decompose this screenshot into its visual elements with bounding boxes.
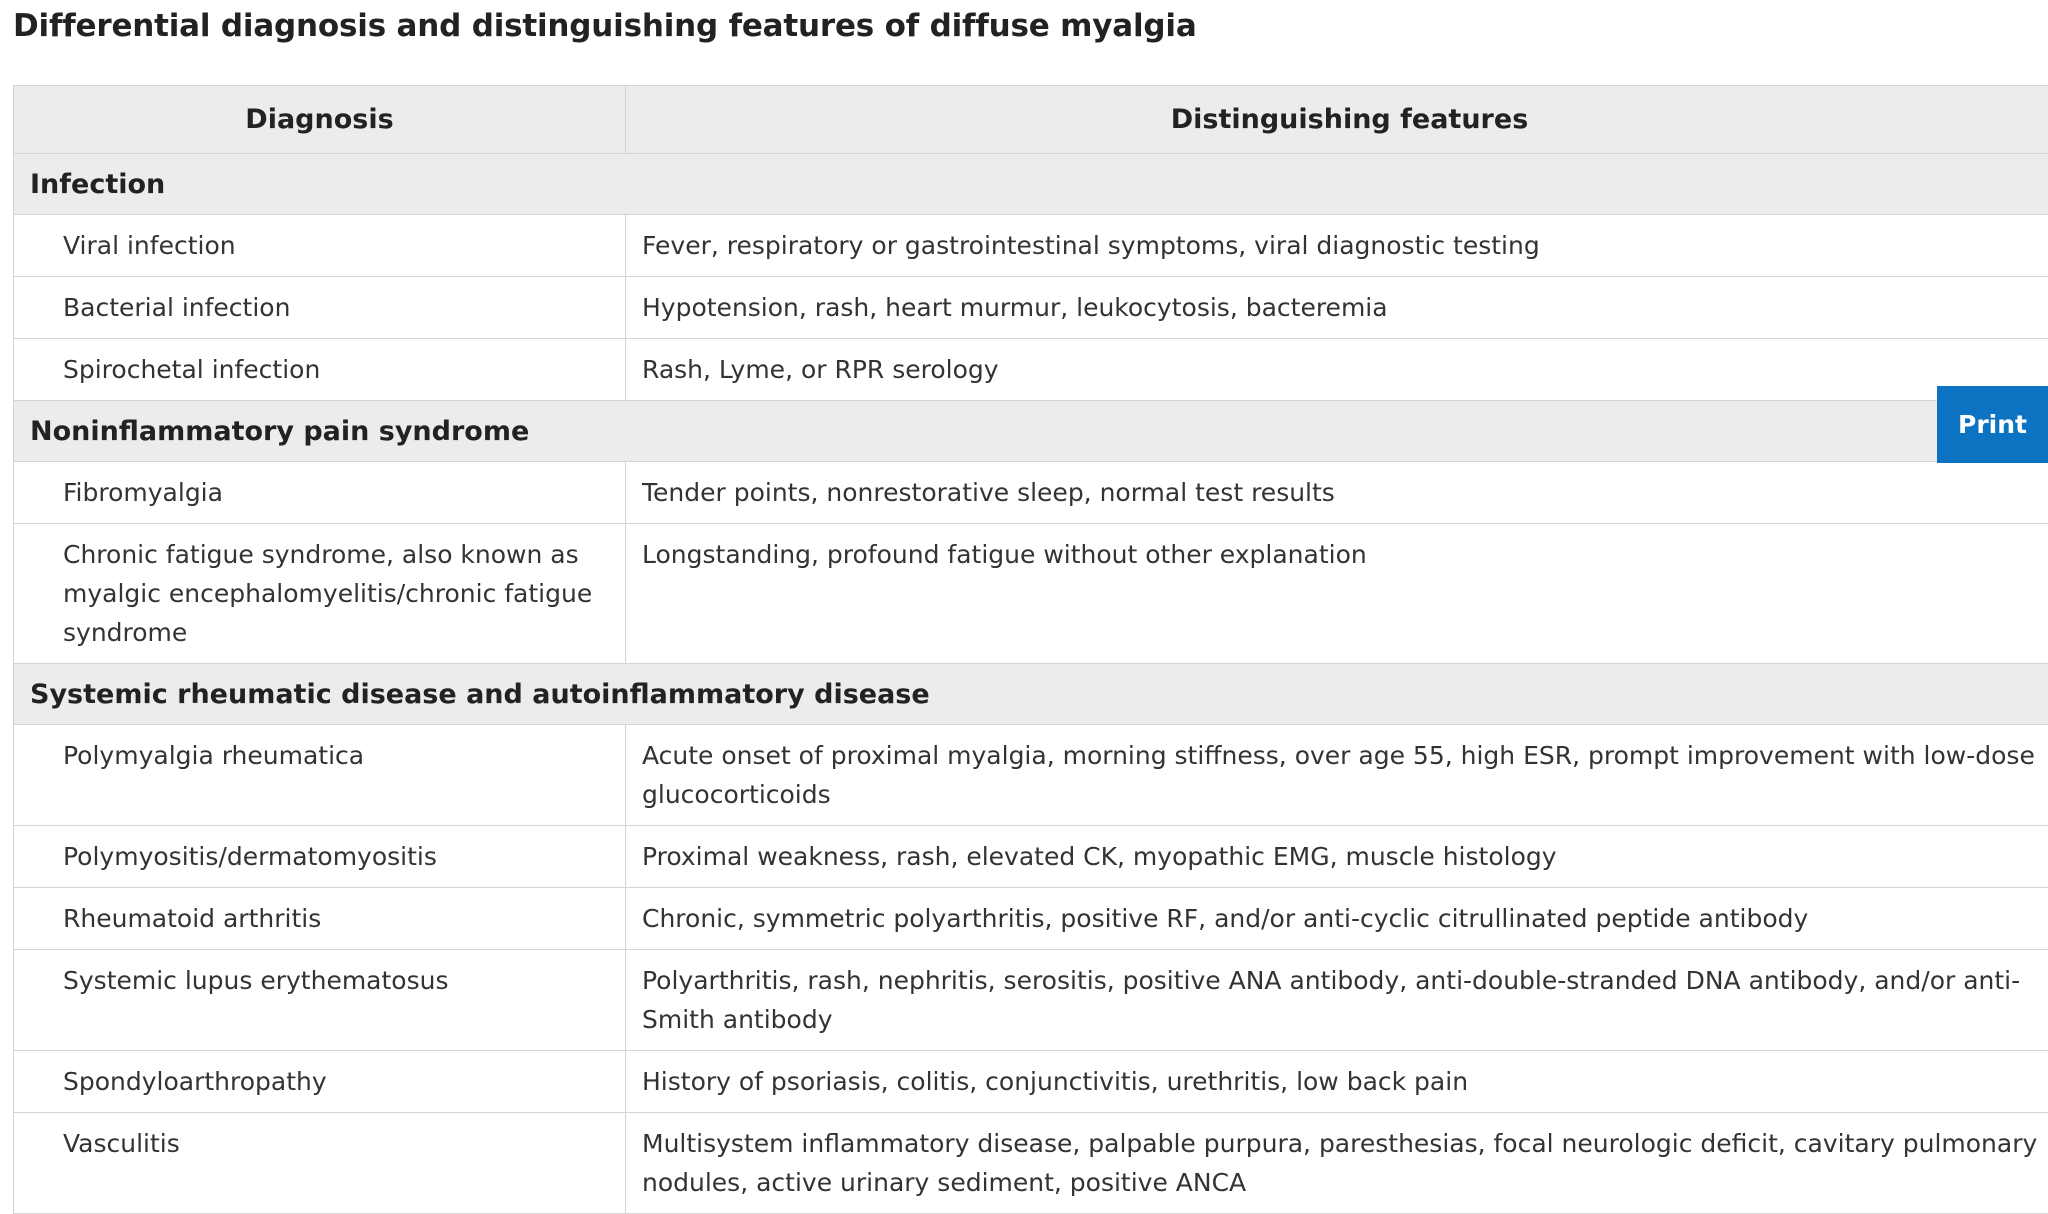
differential-diagnosis-table: Diagnosis Distinguishing features Infect… <box>13 85 2048 1214</box>
features-cell: Hypotension, rash, heart murmur, leukocy… <box>626 277 2048 339</box>
diagnosis-cell: Systemic lupus erythematosus <box>14 950 626 1051</box>
features-cell: Fever, respiratory or gastrointestinal s… <box>626 215 2048 277</box>
section-label: Noninflammatory pain syndrome <box>14 401 2048 462</box>
features-cell: Multisystem inflammatory disease, palpab… <box>626 1113 2048 1214</box>
table-row: Spondyloarthropathy History of psoriasis… <box>14 1051 2048 1113</box>
diagnosis-cell: Rheumatoid arthritis <box>14 888 626 950</box>
table-row: Vasculitis Multisystem inflammatory dise… <box>14 1113 2048 1214</box>
table-row: Polymyalgia rheumatica Acute onset of pr… <box>14 725 2048 826</box>
table-header-row: Diagnosis Distinguishing features <box>14 86 2048 154</box>
features-cell: Longstanding, profound fatigue without o… <box>626 524 2048 664</box>
page-title: Differential diagnosis and distinguishin… <box>13 8 1197 44</box>
diagnosis-cell: Chronic fatigue syndrome, also known as … <box>14 524 626 664</box>
features-cell: Chronic, symmetric polyarthritis, positi… <box>626 888 2048 950</box>
table-row: Polymyositis/dermatomyositis Proximal we… <box>14 826 2048 888</box>
diagnosis-cell: Vasculitis <box>14 1113 626 1214</box>
table-row: Chronic fatigue syndrome, also known as … <box>14 524 2048 664</box>
features-cell: History of psoriasis, colitis, conjuncti… <box>626 1051 2048 1113</box>
diagnosis-cell: Polymyositis/dermatomyositis <box>14 826 626 888</box>
features-cell: Polyarthritis, rash, nephritis, serositi… <box>626 950 2048 1051</box>
features-cell: Rash, Lyme, or RPR serology <box>626 339 2048 401</box>
column-header-diagnosis: Diagnosis <box>14 86 626 154</box>
diagnosis-cell: Polymyalgia rheumatica <box>14 725 626 826</box>
table-row: Bacterial infection Hypotension, rash, h… <box>14 277 2048 339</box>
table-row: Viral infection Fever, respiratory or ga… <box>14 215 2048 277</box>
section-row-noninflammatory: Noninflammatory pain syndrome <box>14 401 2048 462</box>
features-cell: Proximal weakness, rash, elevated CK, my… <box>626 826 2048 888</box>
section-row-infection: Infection <box>14 154 2048 215</box>
print-button[interactable]: Print <box>1937 386 2048 463</box>
table-row: Fibromyalgia Tender points, nonrestorati… <box>14 462 2048 524</box>
diagnosis-cell: Bacterial infection <box>14 277 626 339</box>
section-label: Systemic rheumatic disease and autoinfla… <box>14 664 2048 725</box>
diagnosis-cell: Fibromyalgia <box>14 462 626 524</box>
table-row: Rheumatoid arthritis Chronic, symmetric … <box>14 888 2048 950</box>
diagnosis-cell: Viral infection <box>14 215 626 277</box>
section-label: Infection <box>14 154 2048 215</box>
table-row: Systemic lupus erythematosus Polyarthrit… <box>14 950 2048 1051</box>
column-header-features: Distinguishing features <box>626 86 2048 154</box>
diagnosis-cell: Spondyloarthropathy <box>14 1051 626 1113</box>
section-row-systemic-rheumatic: Systemic rheumatic disease and autoinfla… <box>14 664 2048 725</box>
features-cell: Acute onset of proximal myalgia, morning… <box>626 725 2048 826</box>
diagnosis-cell: Spirochetal infection <box>14 339 626 401</box>
table-row: Spirochetal infection Rash, Lyme, or RPR… <box>14 339 2048 401</box>
features-cell: Tender points, nonrestorative sleep, nor… <box>626 462 2048 524</box>
